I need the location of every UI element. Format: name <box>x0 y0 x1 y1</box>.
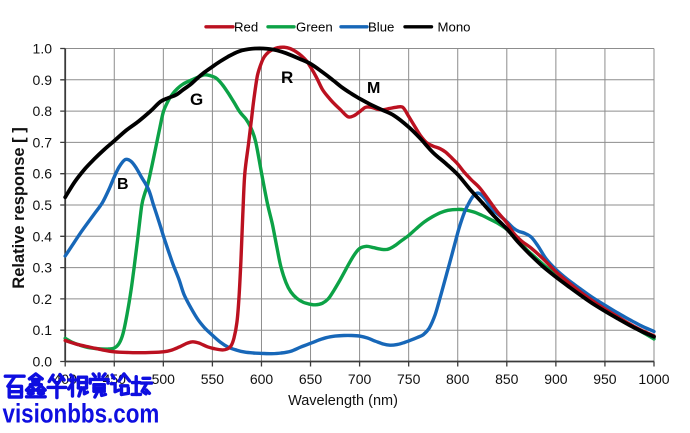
svg-text:0.7: 0.7 <box>33 134 53 150</box>
svg-text:0.6: 0.6 <box>33 166 53 182</box>
svg-text:900: 900 <box>544 371 568 387</box>
svg-text:1.0: 1.0 <box>33 41 53 57</box>
svg-text:0.2: 0.2 <box>33 291 53 307</box>
svg-text:Wavelength (nm): Wavelength (nm) <box>288 393 398 409</box>
svg-text:Mono: Mono <box>438 20 471 35</box>
svg-text:0.1: 0.1 <box>33 322 53 338</box>
svg-text:Green: Green <box>296 20 333 35</box>
svg-text:750: 750 <box>397 371 421 387</box>
svg-text:650: 650 <box>299 371 323 387</box>
svg-text:950: 950 <box>593 371 617 387</box>
svg-text:visionbbs.com: visionbbs.com <box>3 400 160 428</box>
svg-text:R: R <box>281 68 293 87</box>
svg-text:550: 550 <box>201 371 225 387</box>
svg-text:0.8: 0.8 <box>33 103 53 119</box>
svg-text:0.4: 0.4 <box>33 228 53 244</box>
svg-text:1000: 1000 <box>638 371 669 387</box>
svg-text:700: 700 <box>348 371 372 387</box>
svg-text:Relative response [ ]: Relative response [ ] <box>10 127 28 288</box>
svg-text:Blue: Blue <box>368 20 394 35</box>
svg-text:800: 800 <box>446 371 470 387</box>
svg-text:850: 850 <box>495 371 519 387</box>
svg-text:0.3: 0.3 <box>33 260 53 276</box>
svg-text:Red: Red <box>234 20 258 35</box>
svg-text:M: M <box>367 80 380 97</box>
svg-text:0.5: 0.5 <box>33 197 53 213</box>
svg-text:500: 500 <box>152 371 176 387</box>
svg-text:0.0: 0.0 <box>33 354 53 370</box>
svg-text:B: B <box>117 176 129 193</box>
svg-text:0.9: 0.9 <box>33 72 53 88</box>
svg-text:G: G <box>190 90 203 109</box>
svg-text:600: 600 <box>250 371 274 387</box>
